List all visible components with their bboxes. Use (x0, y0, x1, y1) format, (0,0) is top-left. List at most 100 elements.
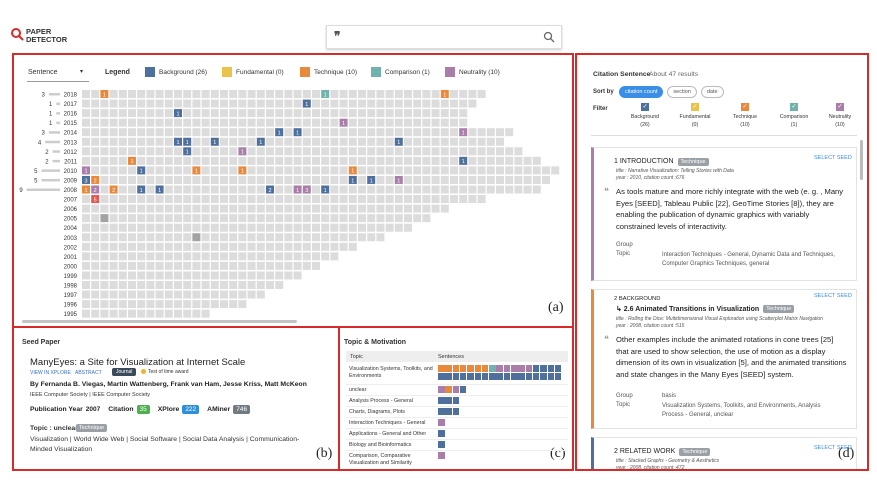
paper-cell (192, 309, 201, 318)
cited-paper-cell (266, 185, 274, 194)
paper-cell (468, 90, 477, 98)
sort-option[interactable]: citation count (619, 86, 664, 98)
paper-cell (358, 118, 366, 127)
paper-cell (82, 204, 90, 213)
paper-cell (146, 147, 155, 156)
cited-paper-cell (256, 137, 265, 146)
paper-cell (394, 214, 403, 223)
search-box[interactable]: ❞ (326, 25, 562, 49)
paper-cell (229, 290, 238, 299)
paper-cell (330, 233, 339, 242)
paper-cell (247, 118, 256, 127)
paper-cell (247, 195, 256, 204)
paper-cell (339, 242, 348, 251)
paper-cell (91, 147, 100, 156)
paper-cell (275, 204, 284, 213)
paper-cell (220, 261, 228, 270)
cited-count: 1 (278, 131, 281, 137)
paper-cell (210, 252, 219, 261)
paper-cell (229, 99, 238, 108)
paper-cell (155, 90, 164, 98)
filter-checkbox[interactable]: ✓ (790, 103, 798, 111)
paper-cell (137, 156, 146, 165)
select-seed-button[interactable]: SELECT SEED (814, 155, 852, 161)
abstract-link[interactable]: ABSTRACT (75, 370, 102, 376)
sentence-square (540, 365, 547, 372)
table-header (346, 351, 568, 362)
paper-cell (422, 175, 431, 184)
paper-cell (440, 99, 449, 108)
search-icon[interactable] (543, 31, 555, 43)
paper-cell (486, 175, 495, 184)
mode-dropdown[interactable]: Sentence ▾ (27, 66, 89, 82)
filter-checkbox[interactable]: ✓ (836, 103, 844, 111)
paper-cell (109, 271, 118, 280)
paper-cell (339, 195, 348, 204)
paper-cell (201, 175, 210, 184)
filter-checkbox[interactable]: ✓ (641, 103, 649, 111)
paper-cell (330, 109, 339, 118)
sort-option[interactable]: date (700, 86, 724, 98)
cited-paper-cell (128, 156, 136, 165)
column-header: Sentences (438, 354, 464, 360)
paper-cell (164, 233, 173, 242)
paper-cell (164, 90, 173, 98)
paper-cell (367, 166, 376, 175)
card-meta: year : 2008, citation count :515 (616, 323, 685, 329)
paper-cell (422, 214, 431, 223)
select-seed-button[interactable]: SELECT SEED (814, 445, 852, 451)
filter-label: Filter (593, 106, 608, 112)
cited-count: 1 (241, 169, 244, 175)
paper-cell (118, 99, 127, 108)
xplore-link[interactable]: VIEW IN XPLORE (30, 370, 71, 376)
paper-cell (91, 109, 100, 118)
filter-checkbox[interactable]: ✓ (691, 103, 699, 111)
paper-cell (358, 128, 366, 137)
cited-paper-cell (192, 233, 201, 242)
dropdown-arrow[interactable]: ▾ (80, 69, 84, 75)
cited-paper-cell (275, 128, 284, 137)
paper-cell (220, 223, 228, 232)
paper-cell (192, 99, 201, 108)
paper-cell (348, 128, 357, 137)
legend-swatch (371, 67, 381, 77)
paper-cell (266, 261, 274, 270)
paper-cell (137, 137, 146, 146)
paper-cell (275, 156, 284, 165)
year-label: 2003 (64, 236, 78, 242)
year-label: 2015 (64, 121, 78, 127)
paper-cell (137, 300, 146, 309)
paper-cell (266, 137, 274, 146)
paper-cell (321, 242, 330, 251)
paper-cell (174, 300, 182, 309)
paper-cell (100, 223, 109, 232)
sort-option[interactable]: section (667, 86, 697, 98)
paper-cell (275, 261, 284, 270)
paper-cell (174, 290, 182, 299)
count-bar (48, 131, 60, 134)
paper-cell (348, 204, 357, 213)
paper-cell (284, 195, 293, 204)
paper-cell (477, 195, 486, 204)
card-title: title : Rolling the Dice: Multidimension… (616, 316, 823, 322)
citation-card: 2 RELATED WORK Technique SELECT SEED title … (591, 437, 857, 469)
paper-cell (302, 261, 311, 270)
paper-cell (302, 118, 311, 127)
paper-cell (256, 214, 265, 223)
paper-cell (137, 90, 146, 98)
paper-cell (220, 242, 228, 251)
paper-cell (376, 185, 385, 194)
sentence-square (547, 373, 554, 380)
paper-cell (146, 261, 155, 270)
paper-cell (238, 261, 247, 270)
paper-cell (201, 99, 210, 108)
filter-checkbox[interactable]: ✓ (741, 103, 749, 111)
paper-cell (164, 261, 173, 270)
paper-cell (275, 223, 284, 232)
paper-cell (118, 261, 127, 270)
paper-cell (109, 223, 118, 232)
select-seed-button[interactable]: SELECT SEED (814, 293, 852, 299)
paper-cell (413, 156, 422, 165)
paper-cell (183, 156, 192, 165)
paper-cell (275, 137, 284, 146)
